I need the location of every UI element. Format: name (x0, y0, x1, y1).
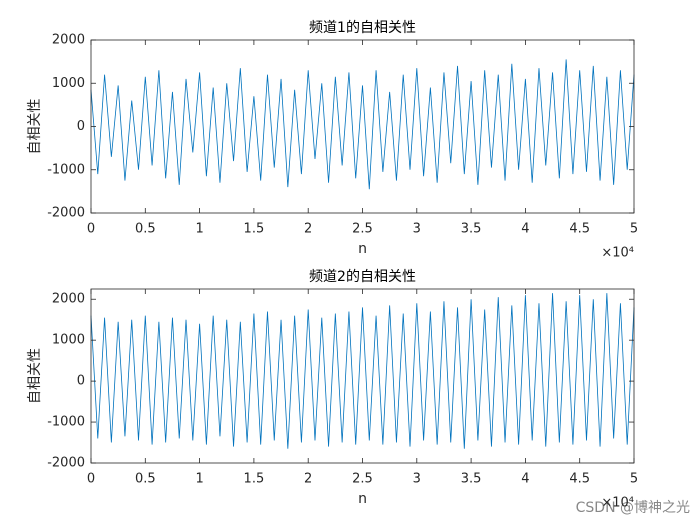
x-tick-label: 0.5 (135, 472, 156, 487)
y-tick-label: -1000 (47, 162, 85, 177)
x-axis-label: n (358, 241, 367, 257)
y-tick-label: 1000 (52, 76, 85, 91)
x-tick-label: 2 (304, 472, 312, 487)
x-tick-label: 4 (521, 472, 529, 487)
y-tick-label: 0 (77, 119, 85, 134)
data-line (90, 293, 635, 449)
plot-area (91, 40, 634, 213)
data-line (90, 59, 635, 190)
x-tick-label: 1 (195, 222, 203, 237)
x-tick-label: 3 (413, 472, 421, 487)
y-tick-label: -1000 (47, 415, 85, 430)
x-multiplier: ×10⁴ (601, 496, 634, 511)
x-tick-label: 4.5 (569, 222, 590, 237)
chart-title: 频道2的自相关性 (309, 269, 416, 285)
x-tick-label: 3 (413, 222, 421, 237)
x-tick-label: 4.5 (569, 472, 590, 487)
x-tick-label: 5 (630, 222, 638, 237)
y-tick-label: -2000 (47, 206, 85, 221)
x-tick-label: 0 (87, 222, 95, 237)
x-tick-label: 3.5 (461, 222, 482, 237)
y-tick-label: 0 (77, 374, 85, 389)
x-tick-label: 5 (630, 472, 638, 487)
x-tick-label: 2.5 (352, 222, 373, 237)
watermark: CSDN @博神之光 (576, 499, 690, 516)
x-multiplier: ×10⁴ (601, 246, 634, 261)
plot-area (91, 289, 634, 463)
x-tick-label: 1.5 (244, 472, 265, 487)
x-tick-label: 3.5 (461, 472, 482, 487)
chart-title: 频道1的自相关性 (309, 20, 416, 36)
x-tick-label: 2.5 (352, 472, 373, 487)
y-tick-label: 2000 (52, 33, 85, 48)
x-tick-label: 2 (304, 222, 312, 237)
x-tick-label: 0.5 (135, 222, 156, 237)
x-tick-label: 0 (87, 472, 95, 487)
x-tick-label: 4 (521, 222, 529, 237)
y-tick-label: -2000 (47, 456, 85, 471)
x-tick-label: 1 (195, 472, 203, 487)
y-tick-label: 2000 (52, 292, 85, 307)
y-tick-label: 1000 (52, 333, 85, 348)
y-axis-label: 自相关性 (27, 348, 43, 404)
x-axis-label: n (358, 491, 367, 507)
y-axis-label: 自相关性 (27, 99, 43, 155)
x-tick-label: 1.5 (244, 222, 265, 237)
